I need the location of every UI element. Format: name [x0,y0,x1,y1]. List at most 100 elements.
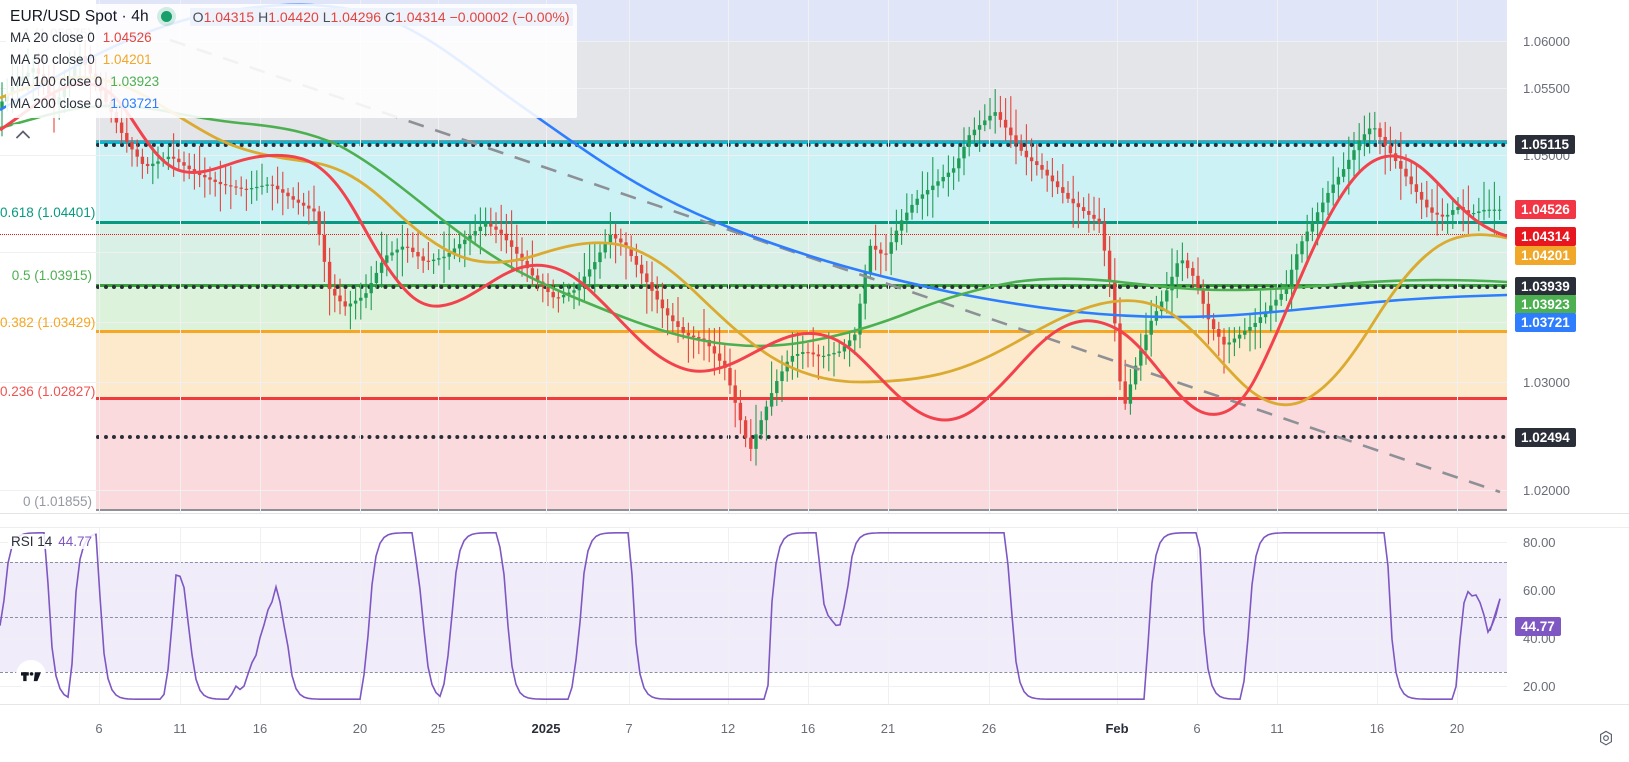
gridline [99,0,100,513]
gridline [1117,528,1118,704]
gridline [0,41,1507,42]
chart-legend: EUR/USD Spot · 4h O1.04315 H1.04420 L1.0… [6,4,577,118]
indicator-value: 1.03923 [110,74,160,89]
rsi-label: RSI 14 [11,534,53,549]
indicator-value: 1.03721 [110,96,160,111]
fib-label-0: 0 (1.01855) [22,494,92,509]
fib-label-05: 0.5 (1.03915) [11,268,92,283]
gridline [360,0,361,513]
time-label: 16 [1369,721,1385,736]
level-line-105115 [96,143,1507,147]
level-badge-103939[interactable]: 1.03939 [1515,277,1576,296]
level-badge-105115[interactable]: 1.05115 [1515,135,1576,154]
fib-label-0618: 0.618 (1.04401) [0,205,96,220]
collapse-legend-button[interactable] [12,124,34,144]
rsi-tick: 80.00 [1523,535,1556,550]
gridline [546,528,547,704]
ma200-badge[interactable]: 1.03721 [1515,313,1576,332]
indicator-row-ma20[interactable]: MA 20 close 0 1.04526 [10,27,573,49]
time-label: 7 [625,721,633,736]
gridline [99,528,100,704]
ohlc-change-pct: (−0.00%) [512,8,570,25]
gridline [989,528,990,704]
tradingview-logo-icon [21,672,41,682]
time-label-year: 2025 [531,721,561,736]
gridline [1117,0,1118,513]
gridline [1377,528,1378,704]
ohlc-change: −0.00002 [449,8,509,25]
time-label-month: Feb [1105,721,1129,736]
indicator-value: 1.04526 [102,30,152,45]
pane-separator[interactable] [0,513,1629,514]
gridline [629,0,630,513]
time-label: 16 [252,721,268,736]
level-line-102494 [96,435,1507,439]
gridline [0,638,1507,639]
rsi-series-svg [0,532,1501,701]
gridline [1277,528,1278,704]
time-label: 6 [1193,721,1201,736]
time-label: 21 [880,721,896,736]
gridline [1377,0,1378,513]
gridline [0,155,1507,156]
rsi-tick: 20.00 [1523,679,1556,694]
rsi-midline [0,617,1507,618]
fib-band-0618 [96,141,1507,223]
ohlc-readout: O1.04315 H1.04420 L1.04296 C1.04314 −0.0… [189,7,573,26]
time-label: 12 [720,721,736,736]
ma100-badge[interactable]: 1.03923 [1515,295,1576,314]
ma50-badge[interactable]: 1.04201 [1515,246,1576,265]
rsi-axis[interactable]: 80.00 60.00 40.00 20.00 44.77 [1507,528,1629,704]
gridline [180,0,181,513]
indicator-row-ma50[interactable]: MA 50 close 0 1.04201 [10,49,573,71]
gridline [1277,0,1278,513]
price-tick: 1.06000 [1523,34,1570,49]
ohlc-high: 1.04420 [268,8,319,25]
rsi-value: 44.77 [58,534,93,549]
gridline [1457,0,1458,513]
time-label: 25 [430,721,446,736]
indicator-name: MA 200 close 0 [10,96,103,111]
fib-band-0 [96,398,1507,510]
last-price-badge[interactable]: 1.04314 [1515,227,1576,246]
tradingview-logo[interactable] [16,660,46,690]
gridline [888,528,889,704]
price-axis[interactable]: 1.06000 1.05500 1.05000 1.04000 1.03500 … [1507,0,1629,513]
ma20-line [0,82,1507,422]
time-axis[interactable]: 6 11 16 20 25 2025 7 12 16 21 26 Feb 6 1… [0,704,1629,762]
price-pane[interactable]: 1 (1.05975) 0.618 (1.04401) 0.5 (1.03915… [0,0,1507,513]
price-tick: 1.02000 [1523,483,1570,498]
gridline [808,528,809,704]
rsi-overbought-line [0,562,1507,563]
ma20-badge[interactable]: 1.04526 [1515,200,1576,219]
chart-settings-button[interactable] [1597,730,1615,748]
ohlc-low: 1.04296 [330,8,382,25]
gridline [0,686,1507,687]
ma100-line [0,104,1507,348]
ohlc-open: 1.04315 [203,8,255,25]
gridline [0,382,1507,383]
level-badge-102494[interactable]: 1.02494 [1515,428,1576,447]
price-tick: 1.05500 [1523,81,1570,96]
rsi-legend[interactable]: RSI 14 44.77 [8,534,96,549]
symbol-title[interactable]: EUR/USD Spot · 4h [10,7,149,25]
gear-icon [1600,730,1612,746]
rsi-tick: 60.00 [1523,583,1556,598]
rsi-value-badge[interactable]: 44.77 [1515,617,1561,636]
gridline [728,0,729,513]
green-dot-icon [160,11,172,22]
indicator-row-ma100[interactable]: MA 100 close 0 1.03923 [10,71,573,93]
gridline [0,490,1507,491]
gridline [0,252,1507,253]
time-label: 16 [800,721,816,736]
indicator-row-ma200[interactable]: MA 200 close 0 1.03721 [10,93,573,115]
legend-title-row[interactable]: EUR/USD Spot · 4h O1.04315 H1.04420 L1.0… [10,6,573,27]
gridline [1457,528,1458,704]
fib-line-0 [96,509,1507,511]
rsi-pane[interactable] [0,528,1507,704]
gridline [629,528,630,704]
fib-label-0236: 0.236 (1.02827) [0,384,96,399]
gridline [0,542,1507,543]
ma50-line [0,75,1507,407]
